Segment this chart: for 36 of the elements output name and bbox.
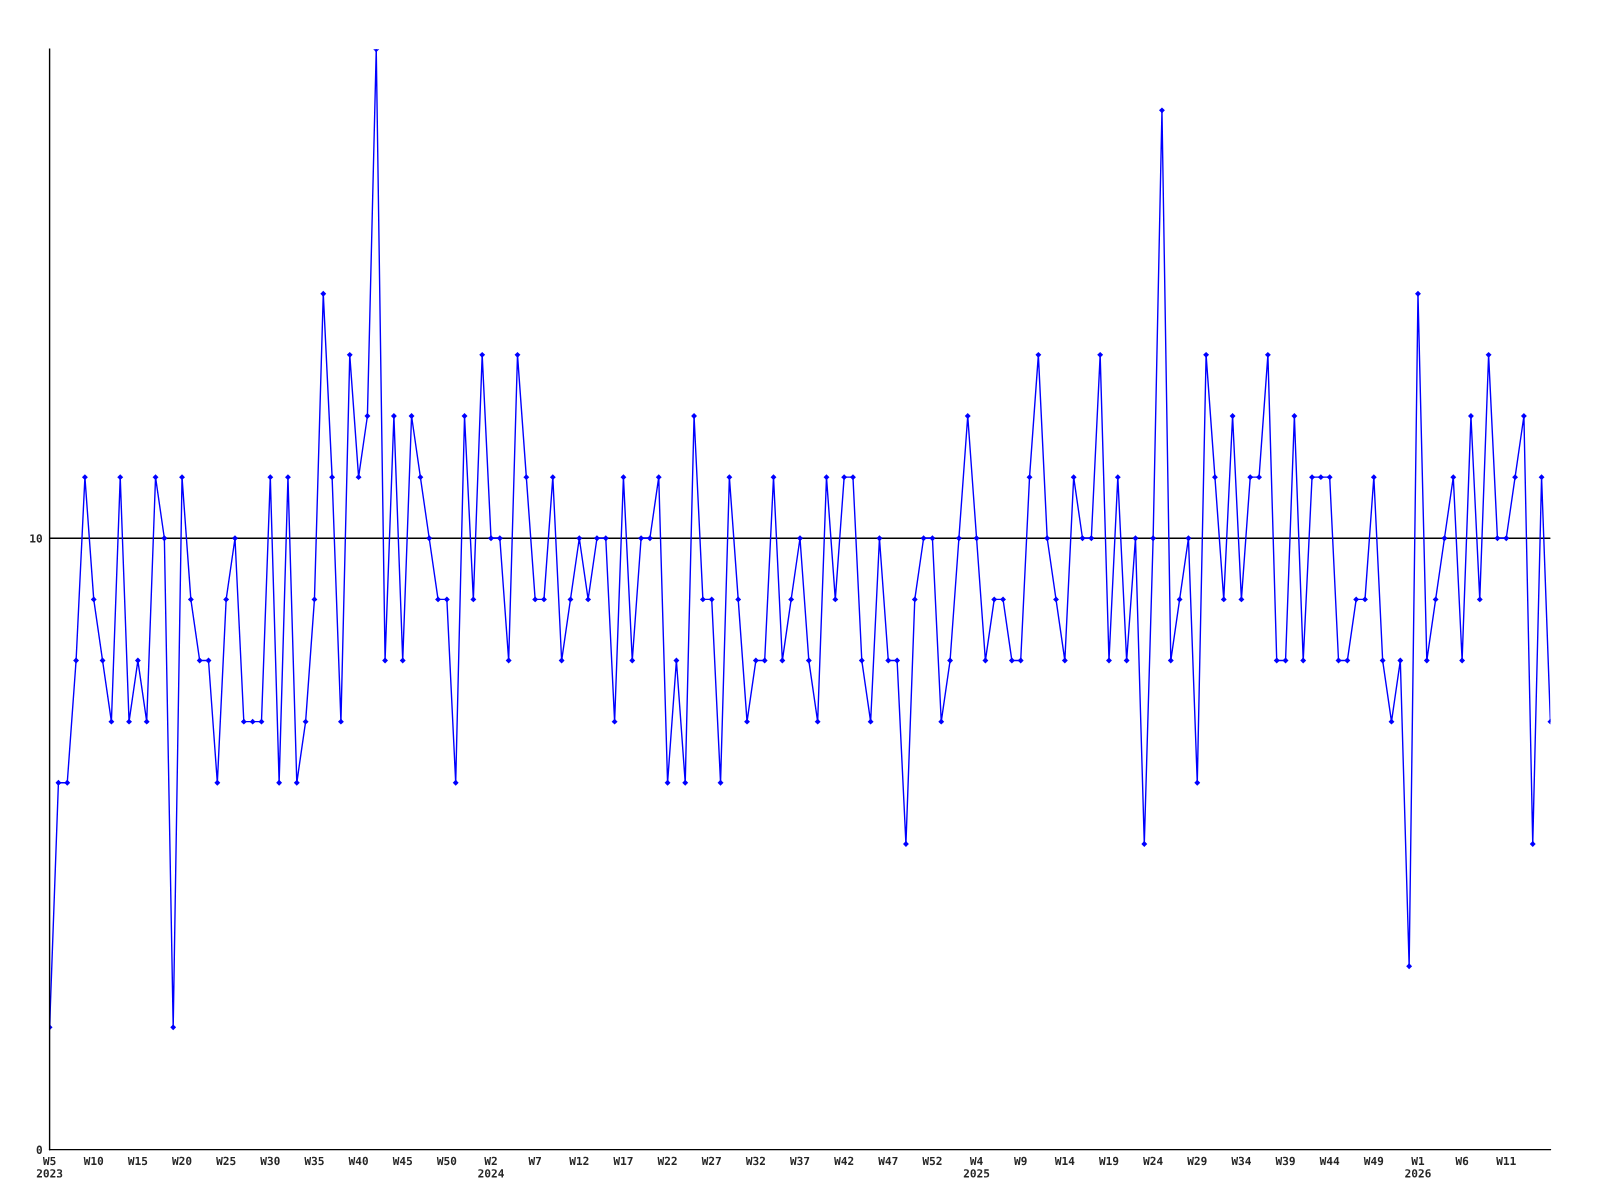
x-tick-label: W25 bbox=[216, 1156, 236, 1166]
x-tick-label: W44 bbox=[1319, 1156, 1340, 1165]
x-tick-label: W22 bbox=[657, 1156, 677, 1165]
y-tick-label: 10 bbox=[30, 534, 42, 543]
x-tick-label: W1 2026 bbox=[1405, 1156, 1431, 1178]
x-tick-label: W11 bbox=[1496, 1156, 1516, 1165]
y-tick-label: 0 bbox=[36, 1145, 42, 1154]
x-tick-label: W50 bbox=[436, 1156, 457, 1166]
x-tick-label: W17 bbox=[613, 1156, 633, 1165]
x-tick-label: W7 bbox=[528, 1156, 542, 1165]
x-tick-label: W29 bbox=[1187, 1156, 1207, 1166]
x-tick-label: W4 2025 bbox=[963, 1156, 990, 1178]
x-tick-label: W2 2024 bbox=[478, 1156, 504, 1178]
x-tick-label: W19 bbox=[1098, 1156, 1119, 1166]
x-tick-label: W10 bbox=[83, 1156, 104, 1166]
x-tick-label: W24 bbox=[1143, 1156, 1163, 1165]
x-tick-label: W45 bbox=[392, 1156, 413, 1166]
x-tick-label: W47 bbox=[878, 1156, 898, 1165]
x-tick-label: W35 bbox=[304, 1156, 324, 1166]
x-tick-label: W39 bbox=[1275, 1156, 1295, 1166]
x-tick-label: W52 bbox=[922, 1156, 942, 1166]
x-tick-label: W49 bbox=[1363, 1156, 1384, 1166]
x-tick-label: W15 bbox=[127, 1156, 148, 1166]
x-tick-label: W12 bbox=[569, 1156, 589, 1165]
x-tick-label: W37 bbox=[789, 1156, 810, 1166]
x-tick-label: W40 bbox=[348, 1156, 368, 1166]
x-tick-label: W42 bbox=[834, 1156, 854, 1165]
x-tick-label: W9 bbox=[1014, 1156, 1027, 1166]
x-tick-label: W20 bbox=[171, 1156, 192, 1166]
x-tick-label: W5 2023 bbox=[36, 1156, 63, 1178]
x-tick-label: W30 bbox=[260, 1156, 280, 1166]
x-tick-label: W32 bbox=[745, 1156, 765, 1166]
x-tick-label: W27 bbox=[701, 1156, 721, 1165]
x-tick-label: W14 bbox=[1054, 1156, 1075, 1165]
x-tick-label: W34 bbox=[1231, 1156, 1251, 1166]
x-tick-label: W6 bbox=[1455, 1156, 1469, 1166]
